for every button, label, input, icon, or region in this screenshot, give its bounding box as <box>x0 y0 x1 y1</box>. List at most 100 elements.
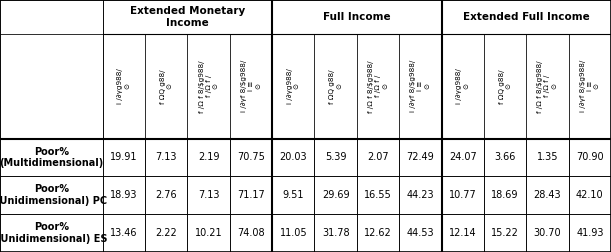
Text: 9.51: 9.51 <box>282 190 304 200</box>
Bar <box>484 214 526 252</box>
Text: 2.19: 2.19 <box>198 152 219 163</box>
Text: Poor%
(Multidimensional): Poor% (Multidimensional) <box>0 147 103 168</box>
Bar <box>315 176 357 214</box>
Text: 44.53: 44.53 <box>406 228 434 238</box>
Text: 11.05: 11.05 <box>279 228 307 238</box>
Bar <box>0 214 103 252</box>
Text: 12.14: 12.14 <box>449 228 477 238</box>
Text: Extended Full Income: Extended Full Income <box>463 12 590 22</box>
Bar <box>145 214 188 252</box>
Text: 41.93: 41.93 <box>576 228 604 238</box>
Bar <box>569 176 611 214</box>
Text: 18.69: 18.69 <box>491 190 519 200</box>
Text: Poor%
(Unidimensional) PC: Poor% (Unidimensional) PC <box>0 184 108 206</box>
Bar <box>526 139 569 176</box>
Text: Full Income: Full Income <box>323 12 390 22</box>
Text: 24.07: 24.07 <box>449 152 477 163</box>
Bar <box>315 34 357 139</box>
Text: i /∂γf 8/$g988/
i ≡
⊙: i /∂γf 8/$g988/ i ≡ ⊙ <box>580 60 600 112</box>
Bar <box>0 176 103 214</box>
Bar <box>526 176 569 214</box>
Text: 3.66: 3.66 <box>494 152 516 163</box>
Bar <box>188 214 230 252</box>
Bar <box>484 34 526 139</box>
Text: 71.17: 71.17 <box>237 190 265 200</box>
Text: 18.93: 18.93 <box>110 190 137 200</box>
Text: Extended Monetary
Income: Extended Monetary Income <box>130 6 245 28</box>
Text: 70.75: 70.75 <box>237 152 265 163</box>
Text: 13.46: 13.46 <box>110 228 137 238</box>
Bar <box>399 139 442 176</box>
Text: f ΩQ g88/
⊙: f ΩQ g88/ ⊙ <box>499 69 511 104</box>
Bar <box>357 214 399 252</box>
Text: 72.49: 72.49 <box>406 152 434 163</box>
Bar <box>272 139 315 176</box>
Text: 2.07: 2.07 <box>367 152 389 163</box>
Bar <box>272 0 442 34</box>
Bar <box>230 34 272 139</box>
Bar <box>569 34 611 139</box>
Bar <box>103 176 145 214</box>
Text: 7.13: 7.13 <box>155 152 177 163</box>
Bar <box>357 139 399 176</box>
Bar <box>569 214 611 252</box>
Text: i /∂γf 8/$g988/
i ≡
⊙: i /∂γf 8/$g988/ i ≡ ⊙ <box>241 60 261 112</box>
Text: 1.35: 1.35 <box>536 152 558 163</box>
Text: 10.77: 10.77 <box>449 190 477 200</box>
Bar <box>230 139 272 176</box>
Bar <box>442 176 484 214</box>
Bar <box>188 34 230 139</box>
Bar <box>272 34 315 139</box>
Bar <box>315 214 357 252</box>
Text: 12.62: 12.62 <box>364 228 392 238</box>
Text: f ΩQ g88/
⊙: f ΩQ g88/ ⊙ <box>329 69 342 104</box>
Bar <box>442 0 611 34</box>
Bar <box>399 176 442 214</box>
Text: 28.43: 28.43 <box>533 190 562 200</box>
Bar <box>145 34 188 139</box>
Text: 2.22: 2.22 <box>155 228 177 238</box>
Text: Poor%
(Unidimensional) ES: Poor% (Unidimensional) ES <box>0 222 107 244</box>
Text: 42.10: 42.10 <box>576 190 604 200</box>
Bar <box>145 176 188 214</box>
Bar <box>145 139 188 176</box>
Bar <box>188 139 230 176</box>
Text: 16.55: 16.55 <box>364 190 392 200</box>
Text: i /∂γg988/
⊙: i /∂γg988/ ⊙ <box>456 68 469 104</box>
Bar <box>569 139 611 176</box>
Text: 74.08: 74.08 <box>237 228 265 238</box>
Text: 44.23: 44.23 <box>406 190 434 200</box>
Text: i /∂γg988/
⊙: i /∂γg988/ ⊙ <box>117 68 130 104</box>
Bar <box>103 214 145 252</box>
Bar <box>484 139 526 176</box>
Bar <box>526 214 569 252</box>
Text: 10.21: 10.21 <box>195 228 222 238</box>
Text: 7.13: 7.13 <box>198 190 219 200</box>
Bar <box>526 34 569 139</box>
Bar <box>230 214 272 252</box>
Text: 15.22: 15.22 <box>491 228 519 238</box>
Bar <box>0 139 103 176</box>
Bar <box>272 176 315 214</box>
Bar <box>399 34 442 139</box>
Bar <box>484 176 526 214</box>
Bar <box>0 0 103 34</box>
Text: f /Ω f 8/$g988/
f /Ω f /
⊙: f /Ω f 8/$g988/ f /Ω f / ⊙ <box>538 60 557 113</box>
Text: i /∂γf 8/$g988/
i ≡
⊙: i /∂γf 8/$g988/ i ≡ ⊙ <box>411 60 430 112</box>
Text: 29.69: 29.69 <box>322 190 349 200</box>
Text: 70.90: 70.90 <box>576 152 604 163</box>
Bar <box>442 139 484 176</box>
Text: f ΩQ g88/
⊙: f ΩQ g88/ ⊙ <box>159 69 173 104</box>
Text: f /Ω f 8/$g988/
f /Ω f /
⊙: f /Ω f 8/$g988/ f /Ω f / ⊙ <box>368 60 388 113</box>
Text: 5.39: 5.39 <box>325 152 346 163</box>
Bar <box>442 214 484 252</box>
Text: 20.03: 20.03 <box>279 152 307 163</box>
Text: 2.76: 2.76 <box>155 190 177 200</box>
Bar <box>399 214 442 252</box>
Bar <box>357 176 399 214</box>
Bar <box>103 139 145 176</box>
Bar <box>103 34 145 139</box>
Text: f /Ω f 8/$g988/
f /Ω f /
⊙: f /Ω f 8/$g988/ f /Ω f / ⊙ <box>199 60 219 113</box>
Text: 19.91: 19.91 <box>110 152 137 163</box>
Bar <box>188 176 230 214</box>
